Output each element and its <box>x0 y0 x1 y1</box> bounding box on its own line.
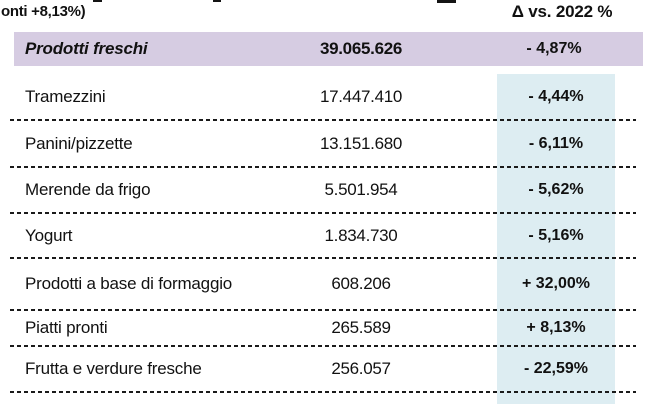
row-label: Prodotti a base di formaggio <box>25 274 233 293</box>
table-row: Tramezzini 17.447.410 - 4,44% <box>0 74 663 121</box>
row-label: Piatti pronti <box>25 318 108 337</box>
row-delta: - 6,11% <box>528 134 584 152</box>
row-label: Frutta e verdure fresche <box>25 359 202 378</box>
table-row: Merende da frigo 5.501.954 - 5,62% <box>0 167 663 214</box>
row-delta: - 5,16% <box>528 226 584 244</box>
row-value: 17.447.410 <box>319 87 403 106</box>
summary-row-label: Prodotti freschi <box>25 39 148 58</box>
row-delta: - 4,44% <box>528 88 584 105</box>
cropped-text-fragment <box>93 0 102 2</box>
table-rows: Tramezzini 17.447.410 - 4,44% Panini/piz… <box>0 74 663 393</box>
row-value: 608.206 <box>331 274 391 293</box>
row-delta: + 32,00% <box>521 275 591 292</box>
summary-row-delta: - 4,87% <box>526 40 582 57</box>
cropped-text-fragment <box>213 0 221 2</box>
row-delta: + 8,13% <box>526 319 586 336</box>
row-label: Panini/pizzette <box>25 133 133 153</box>
table-row: Yogurt 1.834.730 - 5,16% <box>0 213 663 259</box>
row-value: 265.589 <box>331 318 391 337</box>
delta-column-header: Δ vs. 2022 % <box>511 2 613 21</box>
table-row: Frutta e verdure fresche 256.057 - 22,59… <box>0 346 663 393</box>
row-label: Yogurt <box>25 225 73 245</box>
row-delta: - 5,62% <box>528 181 584 198</box>
caption-fragment: onti +8,13%) <box>1 3 86 20</box>
summary-row-value: 39.065.626 <box>319 39 403 58</box>
table-row: Piatti pronti 265.589 + 8,13% <box>0 310 663 347</box>
table-row: Panini/pizzette 13.151.680 - 6,11% <box>0 120 663 168</box>
row-label: Merende da frigo <box>25 180 151 199</box>
row-value: 1.834.730 <box>324 225 398 245</box>
row-value: 13.151.680 <box>319 133 403 153</box>
row-value: 5.501.954 <box>324 180 398 199</box>
row-label: Tramezzini <box>25 87 106 106</box>
table-row: Prodotti a base di formaggio 608.206 + 3… <box>0 258 663 311</box>
delta-column-highlight <box>497 74 615 404</box>
row-value: 256.057 <box>331 359 391 378</box>
summary-row-prodotti-freschi: Prodotti freschi 39.065.626 - 4,87% <box>14 32 643 66</box>
row-delta: - 22,59% <box>523 360 589 377</box>
cropped-text-fragment <box>437 0 456 3</box>
